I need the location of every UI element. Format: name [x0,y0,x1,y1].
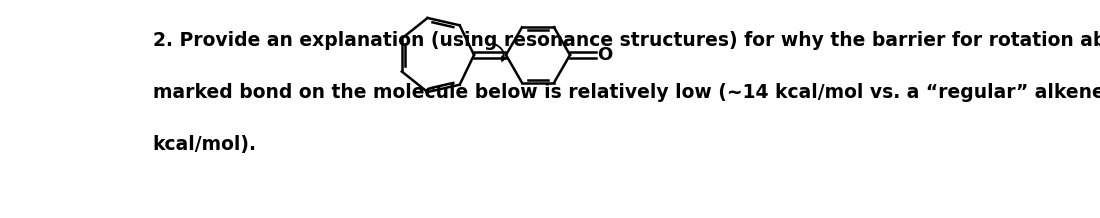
Text: 2. Provide an explanation (using resonance structures) for why the barrier for r: 2. Provide an explanation (using resonan… [153,31,1100,50]
Text: kcal/mol).: kcal/mol). [153,135,256,154]
FancyArrowPatch shape [495,44,506,61]
Text: O: O [597,46,613,64]
Text: marked bond on the molecule below is relatively low (~14 kcal/mol vs. a “regular: marked bond on the molecule below is rel… [153,83,1100,102]
